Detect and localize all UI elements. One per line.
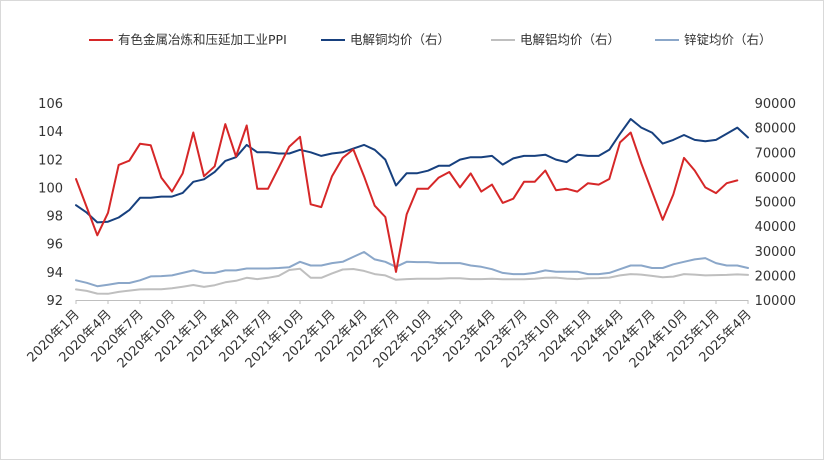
y-right-tick-label: 10000 <box>755 294 796 309</box>
y-left-tick-label: 104 <box>38 125 63 140</box>
y-right-tick-label: 20000 <box>755 269 796 284</box>
y-left-tick-label: 106 <box>38 97 63 112</box>
y-right-tick-label: 80000 <box>755 122 796 137</box>
y-left-tick-label: 96 <box>46 238 63 253</box>
y-right-tick-label: 60000 <box>755 171 796 186</box>
series-line-3 <box>75 267 749 295</box>
y-right-tick-label: 70000 <box>755 146 796 161</box>
legend-label-2: 电解铜均价（右） <box>350 32 450 47</box>
y-right-tick-label: 40000 <box>755 220 796 235</box>
legend: 有色金属冶炼和压延加工业PPI 电解铜均价（右） 电解铝均价（右） 锌锭均价（右） <box>89 32 772 47</box>
axes: 92 94 96 98 100 102 104 106 10000 20000 30000 40000… <box>25 97 796 371</box>
series-line-4 <box>75 251 749 288</box>
y-left-tick-label: 98 <box>46 210 63 225</box>
y-right-tick-label: 90000 <box>755 97 796 112</box>
y-left-tick-label: 92 <box>46 294 63 309</box>
y-left-tick-label: 100 <box>38 181 63 196</box>
series-line-1 <box>75 123 739 273</box>
y-left-tick-label: 94 <box>46 266 63 281</box>
legend-label-4: 锌锭均价（右） <box>684 32 772 47</box>
series-lines <box>75 118 749 295</box>
y-right-tick-label: 50000 <box>755 196 796 211</box>
series-line-2 <box>75 118 749 224</box>
y-left-tick-label: 102 <box>38 153 63 168</box>
legend-label-1: 有色金属冶炼和压延加工业PPI <box>118 32 287 47</box>
legend-label-3: 电解铝均价（右） <box>520 32 620 47</box>
y-right-tick-label: 30000 <box>755 245 796 260</box>
